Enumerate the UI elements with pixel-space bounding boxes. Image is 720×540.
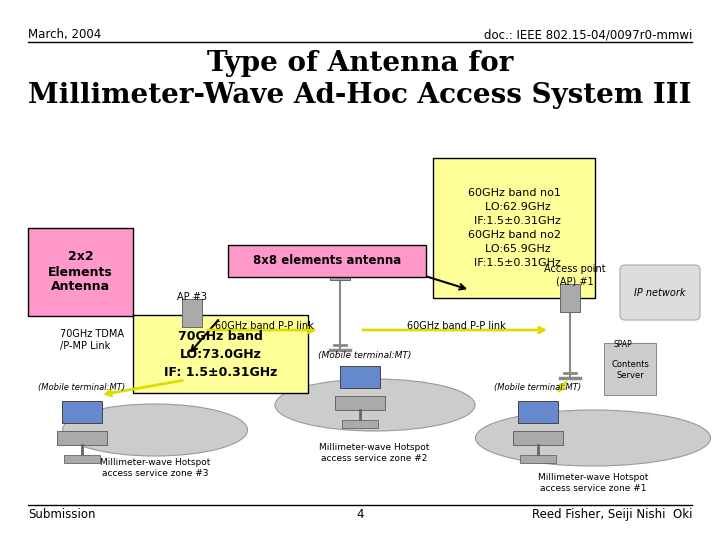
FancyBboxPatch shape bbox=[28, 228, 133, 316]
Text: Type of Antenna for: Type of Antenna for bbox=[207, 50, 513, 77]
Ellipse shape bbox=[275, 379, 475, 431]
Text: 2x2
Elements
Antenna: 2x2 Elements Antenna bbox=[48, 251, 113, 294]
Text: Millimeter-wave Hotspot
access service zone #3: Millimeter-wave Hotspot access service z… bbox=[100, 458, 210, 478]
Text: Access point
(AP) #1: Access point (AP) #1 bbox=[544, 265, 606, 286]
Text: 70GHz band
LO:73.0GHz
IF: 1.5±0.31GHz: 70GHz band LO:73.0GHz IF: 1.5±0.31GHz bbox=[164, 329, 277, 379]
Text: 8x8 elements antenna: 8x8 elements antenna bbox=[253, 254, 401, 267]
FancyBboxPatch shape bbox=[62, 401, 102, 423]
FancyBboxPatch shape bbox=[335, 396, 385, 410]
Text: Contents
Server: Contents Server bbox=[611, 360, 649, 380]
Text: (Mobile terminal:MT): (Mobile terminal:MT) bbox=[318, 351, 412, 360]
FancyBboxPatch shape bbox=[64, 455, 100, 463]
FancyBboxPatch shape bbox=[520, 455, 556, 463]
Text: Millimeter-wave Hotspot
access service zone #2: Millimeter-wave Hotspot access service z… bbox=[319, 443, 429, 463]
FancyBboxPatch shape bbox=[620, 265, 700, 320]
Ellipse shape bbox=[475, 410, 711, 466]
Text: 60GHz band P-P link: 60GHz band P-P link bbox=[407, 321, 505, 331]
FancyBboxPatch shape bbox=[560, 284, 580, 312]
Text: 70GHz TDMA
/P-MP Link: 70GHz TDMA /P-MP Link bbox=[60, 329, 124, 351]
FancyBboxPatch shape bbox=[228, 245, 426, 277]
Text: AP #3: AP #3 bbox=[177, 292, 207, 302]
Text: 60GHz band no1
  LO:62.9GHz
  IF:1.5±0.31GHz
60GHz band no2
  LO:65.9GHz
  IF:1.: 60GHz band no1 LO:62.9GHz IF:1.5±0.31GHz… bbox=[467, 188, 561, 268]
Text: SPAP: SPAP bbox=[613, 340, 631, 349]
FancyBboxPatch shape bbox=[604, 343, 656, 395]
Text: Reed Fisher, Seiji Nishi  Oki: Reed Fisher, Seiji Nishi Oki bbox=[531, 508, 692, 521]
Text: (Mobile terminal:MT): (Mobile terminal:MT) bbox=[495, 383, 582, 392]
FancyBboxPatch shape bbox=[330, 252, 350, 280]
FancyBboxPatch shape bbox=[182, 299, 202, 327]
Text: Millimeter-Wave Ad-Hoc Access System III: Millimeter-Wave Ad-Hoc Access System III bbox=[28, 82, 692, 109]
Ellipse shape bbox=[63, 404, 248, 456]
Text: March, 2004: March, 2004 bbox=[28, 28, 102, 41]
Text: Submission: Submission bbox=[28, 508, 96, 521]
FancyBboxPatch shape bbox=[513, 431, 563, 445]
FancyBboxPatch shape bbox=[340, 366, 380, 388]
Text: IP network: IP network bbox=[634, 288, 685, 298]
Text: AP #2: AP #2 bbox=[325, 254, 355, 264]
FancyBboxPatch shape bbox=[57, 431, 107, 445]
FancyBboxPatch shape bbox=[133, 315, 308, 393]
Text: doc.: IEEE 802.15-04/0097r0-mmwi: doc.: IEEE 802.15-04/0097r0-mmwi bbox=[484, 28, 692, 41]
FancyBboxPatch shape bbox=[342, 420, 378, 428]
Text: 60GHz band P-P link: 60GHz band P-P link bbox=[215, 321, 313, 331]
Text: 4: 4 bbox=[356, 508, 364, 521]
Text: (Mobile terminal:MT): (Mobile terminal:MT) bbox=[38, 383, 125, 392]
FancyBboxPatch shape bbox=[433, 158, 595, 298]
Text: Millimeter-wave Hotspot
access service zone #1: Millimeter-wave Hotspot access service z… bbox=[538, 473, 648, 492]
FancyBboxPatch shape bbox=[518, 401, 558, 423]
